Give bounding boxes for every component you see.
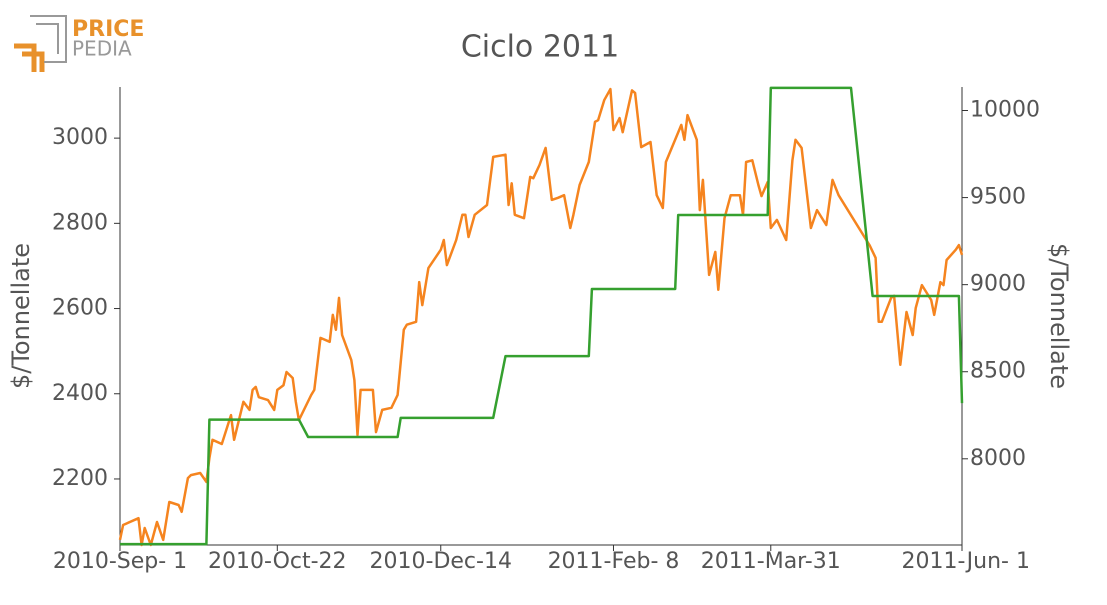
x-tick-label: 2011-Mar-31	[701, 549, 841, 574]
line-series	[118, 87, 964, 547]
x-tick-label: 2011-Feb- 8	[548, 549, 680, 574]
logo-frame	[30, 15, 67, 63]
line-series	[120, 86, 964, 546]
y2-axis-label: $/Tonnellate	[1045, 243, 1073, 389]
logo-mark	[14, 43, 45, 72]
logo-top: PRICE	[72, 17, 144, 42]
x-tick-label: 2010-Oct-22	[208, 549, 347, 574]
y-tick-label: 2600	[52, 296, 108, 321]
y2-tick-label: 8500	[970, 359, 1026, 384]
y2-tick-label: 9500	[970, 185, 1026, 210]
y-tick-label: 3000	[52, 125, 108, 150]
y2-tick-label: 10000	[970, 98, 1040, 123]
x-tick-label: 2010-Dec-14	[370, 549, 512, 574]
logo: PRICE PEDIA	[14, 15, 144, 72]
y2-tick-label: 8000	[970, 446, 1026, 471]
logo-bottom: PEDIA	[72, 37, 132, 61]
y2-tick-label: 9000	[970, 272, 1026, 297]
x-tick-label: 2011-Jun- 1	[902, 549, 1030, 574]
y-axis-label: $/Tonnellate	[7, 243, 35, 389]
x-tick-label: 2010-Sep- 1	[53, 549, 187, 574]
y-tick-label: 2800	[52, 210, 108, 235]
chart-title: Ciclo 2011	[461, 30, 619, 65]
y-tick-label: 2200	[52, 466, 108, 491]
y-tick-label: 2400	[52, 381, 108, 406]
